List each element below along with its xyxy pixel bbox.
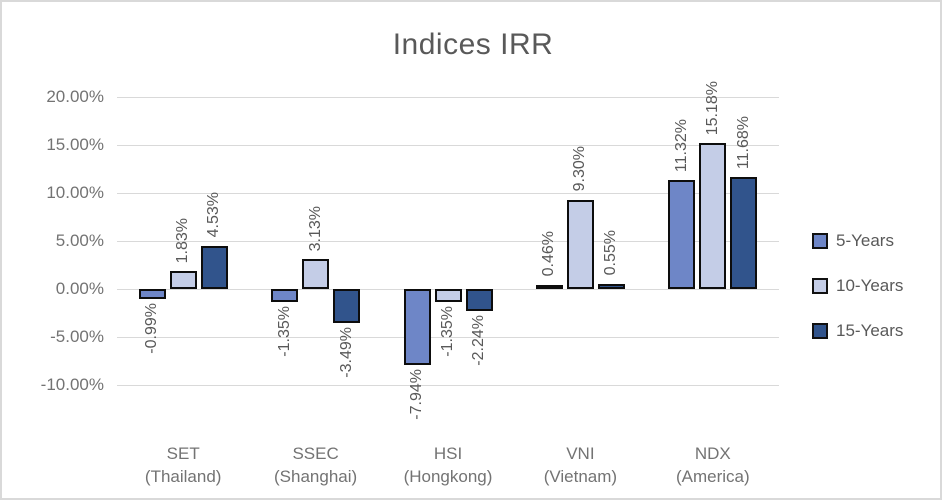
value-label: 0.55% xyxy=(602,230,620,276)
legend-item: 15-Years xyxy=(812,321,903,341)
category-ticker: NDX xyxy=(694,444,731,463)
bar-5-years xyxy=(271,289,299,302)
legend: 5-Years 10-Years 15-Years xyxy=(812,231,903,366)
legend-swatch xyxy=(812,233,828,249)
category-label: SET (Thailand) xyxy=(113,442,253,488)
category-ticker: SET xyxy=(166,444,200,463)
category-ticker: VNI xyxy=(566,444,595,463)
y-axis-tick-label: -10.00% xyxy=(40,375,104,394)
value-label: -2.24% xyxy=(470,314,487,366)
value-label: 3.13% xyxy=(306,205,324,251)
bar-15-years xyxy=(465,289,493,311)
gridline xyxy=(117,240,779,242)
gridline xyxy=(117,192,779,194)
value-label: -1.35% xyxy=(275,305,293,357)
bar-15-years xyxy=(200,245,228,289)
category-ticker: HSI xyxy=(433,444,463,463)
bar-5-years xyxy=(535,284,563,289)
bar-15-years xyxy=(333,289,361,323)
bar-10-years xyxy=(302,258,330,289)
category-label: SSEC (Shanghai) xyxy=(246,442,386,488)
bar-5-years xyxy=(668,180,696,289)
bar-5-years xyxy=(138,289,166,299)
category-ticker: SSEC xyxy=(292,444,339,463)
value-label: 4.53% xyxy=(205,192,223,238)
legend-swatch xyxy=(812,278,828,294)
y-axis-tick-label: 10.00% xyxy=(46,183,104,202)
bar-5-years xyxy=(403,289,431,366)
gridline xyxy=(117,96,779,98)
value-label: -7.94% xyxy=(408,369,425,420)
value-label: 1.83% xyxy=(174,218,192,264)
legend-label: 5-Years xyxy=(836,231,894,250)
gridline xyxy=(117,144,779,146)
category-label: VNI (Vietnam) xyxy=(510,442,650,488)
bar-15-years xyxy=(597,283,625,289)
category-label: HSI (Hongkong) xyxy=(378,442,518,488)
category-region: (Shanghai) xyxy=(274,467,358,486)
legend-label: 15-Years xyxy=(836,321,904,340)
gridline xyxy=(117,336,779,338)
y-axis-tick-label: 5.00% xyxy=(55,231,104,250)
y-axis-tick-label: -5.00% xyxy=(50,327,104,346)
legend-item: 5-Years xyxy=(812,231,903,251)
category-region: (Hongkong) xyxy=(403,467,493,486)
chart-title: Indices IRR xyxy=(392,28,554,61)
legend-swatch xyxy=(812,323,828,339)
legend-item: 10-Years xyxy=(812,276,903,296)
y-axis-tick-label: 20.00% xyxy=(46,87,104,106)
bar-10-years xyxy=(434,289,462,302)
value-label: 9.30% xyxy=(571,146,589,192)
category-region: (Vietnam) xyxy=(543,467,618,486)
value-label: -0.99% xyxy=(143,302,161,354)
y-axis-tick-label: 15.00% xyxy=(46,135,104,154)
value-label: 15.18% xyxy=(703,81,721,136)
value-label: 0.46% xyxy=(540,231,558,277)
value-label: -1.35% xyxy=(439,305,456,357)
bar-10-years xyxy=(566,199,594,289)
bar-10-years xyxy=(169,271,197,289)
value-label: 11.32% xyxy=(672,119,690,173)
bar-10-years xyxy=(699,143,727,289)
y-axis-tick-label: 0.00% xyxy=(55,279,104,298)
gridline xyxy=(117,384,779,386)
value-label: -3.49% xyxy=(337,326,355,378)
legend-label: 10-Years xyxy=(836,276,904,295)
category-region: (Thailand) xyxy=(144,467,222,486)
value-label: 11.68% xyxy=(734,115,752,169)
bar-15-years xyxy=(730,176,758,289)
category-region: (America) xyxy=(675,467,750,486)
category-label: NDX (America) xyxy=(643,442,783,488)
